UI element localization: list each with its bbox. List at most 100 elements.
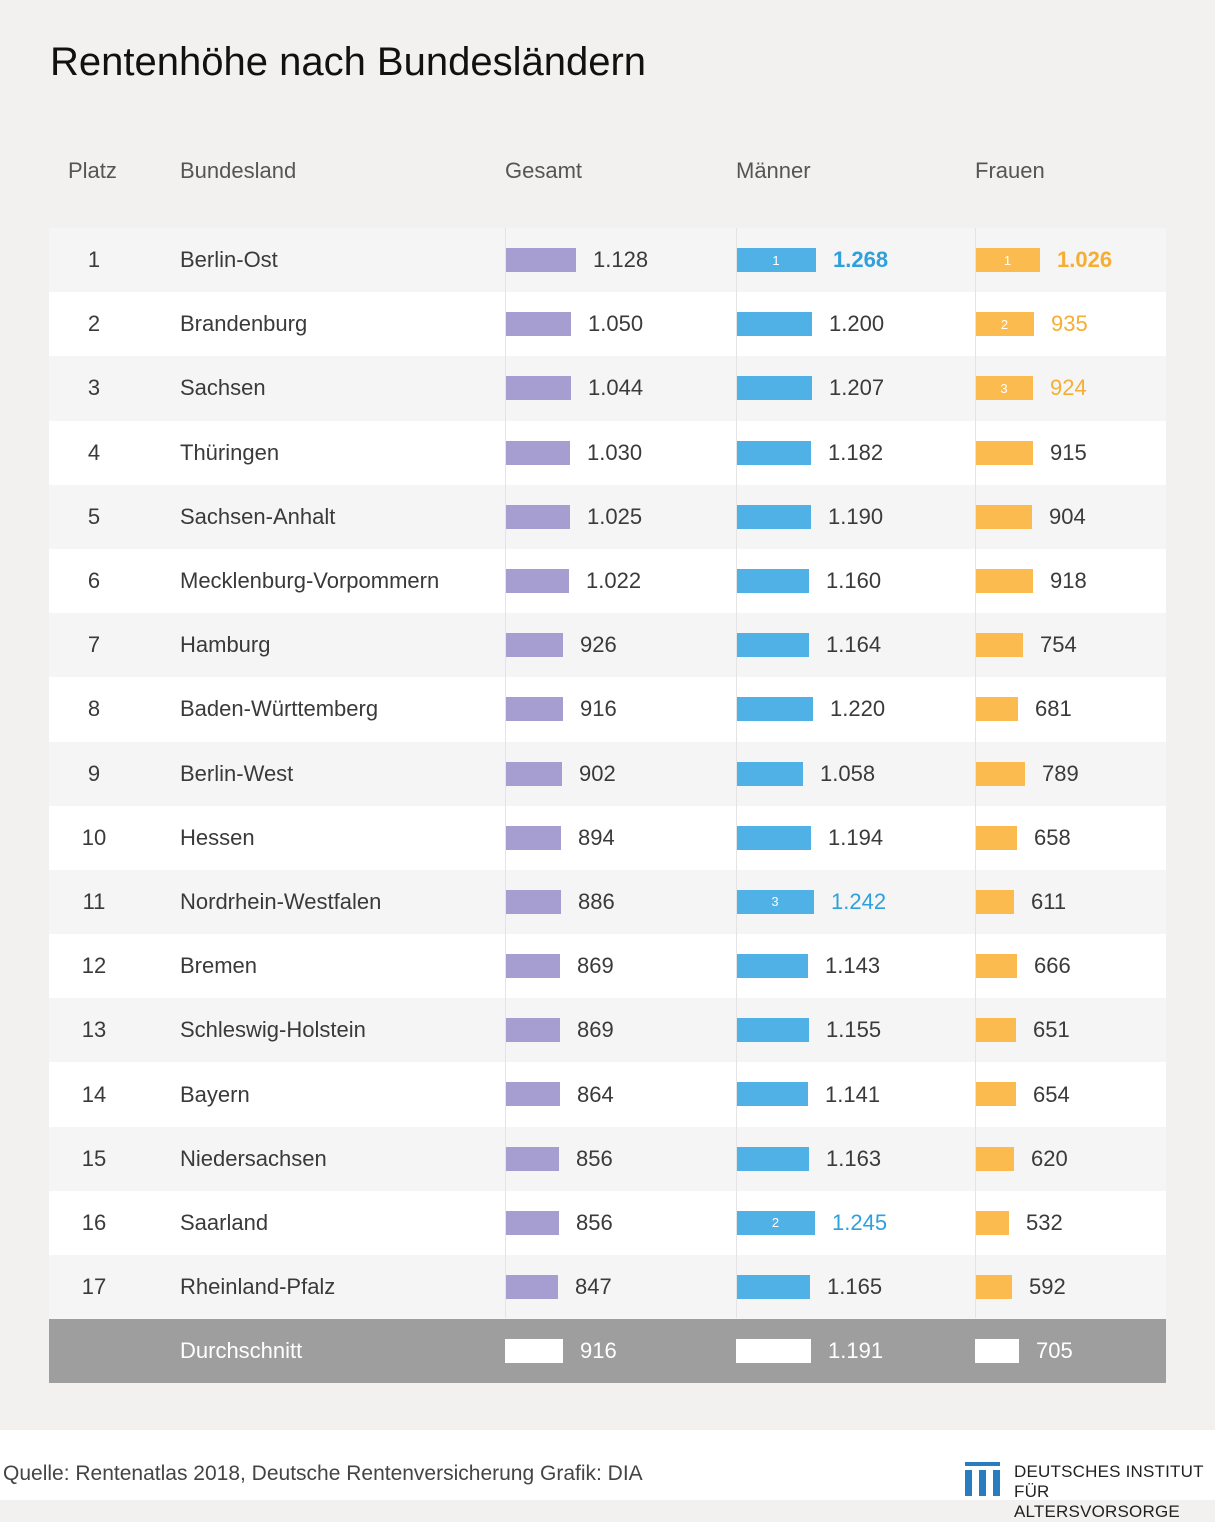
frauen-value: 1.026 <box>1057 247 1113 273</box>
maenner-bar <box>736 1018 809 1043</box>
maenner-value: 1.165 <box>827 1274 883 1300</box>
frauen-guide-line <box>975 228 976 1318</box>
maenner-top-rank-label: 3 <box>771 894 779 910</box>
rank-cell: 8 <box>87 696 101 722</box>
rank-cell: 9 <box>87 760 101 786</box>
average-label: Durchschnitt <box>180 1338 303 1364</box>
frauen-bar <box>975 440 1033 465</box>
gesamt-bar <box>505 954 560 979</box>
frauen-value: 924 <box>1050 375 1087 401</box>
frauen-value: 935 <box>1051 311 1088 337</box>
frauen-value: 904 <box>1049 503 1086 529</box>
frauen-bar <box>975 1210 1009 1235</box>
maenner-value: 1.163 <box>826 1145 882 1171</box>
table-row: 10 Hessen 894 1.194 658 <box>49 805 1166 870</box>
rank-cell: 12 <box>81 953 107 979</box>
table-row: 17 Rheinland-Pfalz 847 1.165 592 <box>49 1255 1166 1320</box>
maenner-bar <box>736 1146 809 1171</box>
frauen-value: 915 <box>1050 439 1087 465</box>
gesamt-guide-line <box>505 228 506 1318</box>
gesamt-bar <box>505 312 571 337</box>
gesamt-bar <box>505 633 563 658</box>
frauen-value: 681 <box>1035 696 1072 722</box>
gesamt-value: 916 <box>580 1338 617 1364</box>
gesamt-value: 1.050 <box>588 311 644 337</box>
maenner-bar <box>736 504 811 529</box>
maenner-value: 1.200 <box>829 311 885 337</box>
gesamt-value: 926 <box>580 632 617 658</box>
header-gesamt: Gesamt <box>505 158 583 183</box>
gesamt-bar <box>505 761 562 786</box>
maenner-top-rank-label: 1 <box>772 252 780 268</box>
rank-cell: 17 <box>81 1274 107 1300</box>
gesamt-value: 864 <box>577 1081 614 1107</box>
maenner-value: 1.164 <box>826 632 882 658</box>
maenner-bar <box>736 568 809 593</box>
frauen-bar <box>975 1146 1014 1171</box>
rank-cell: 6 <box>87 568 101 594</box>
frauen-bar <box>975 1082 1016 1107</box>
rank-cell: 10 <box>81 824 107 850</box>
gesamt-bar <box>505 1082 560 1107</box>
header-frauen: Frauen <box>975 158 1045 183</box>
maenner-value: 1.190 <box>828 503 884 529</box>
maenner-bar: 2 <box>736 1210 815 1235</box>
maenner-value: 1.160 <box>826 568 882 594</box>
state-cell: Berlin-West <box>180 760 294 786</box>
maenner-value: 1.155 <box>826 1017 882 1043</box>
state-cell: Hamburg <box>180 632 271 658</box>
frauen-value: 789 <box>1042 760 1079 786</box>
maenner-value: 1.191 <box>828 1338 884 1364</box>
frauen-value: 592 <box>1029 1274 1066 1300</box>
state-cell: Hessen <box>180 824 255 850</box>
maenner-bar <box>736 633 809 658</box>
frauen-value: 620 <box>1031 1145 1068 1171</box>
maenner-bar <box>736 825 811 850</box>
maenner-bar <box>736 312 812 337</box>
table-row: 12 Bremen 869 1.143 666 <box>49 934 1166 999</box>
rank-cell: 13 <box>81 1017 107 1043</box>
state-cell: Berlin-Ost <box>180 247 278 273</box>
rank-cell: 15 <box>81 1145 107 1171</box>
state-cell: Brandenburg <box>180 311 308 337</box>
table-row: 2 Brandenburg 1.050 1.200 2 935 <box>49 292 1166 357</box>
state-cell: Thüringen <box>180 439 280 465</box>
logo-line-1: DEUTSCHES INSTITUT <box>1014 1462 1204 1481</box>
rank-cell: 11 <box>82 888 106 914</box>
frauen-bar: 1 <box>975 248 1040 272</box>
maenner-value: 1.143 <box>825 953 881 979</box>
gesamt-bar <box>505 1146 559 1171</box>
frauen-top-rank-label: 2 <box>1000 316 1009 332</box>
table-row: 13 Schleswig-Holstein 869 1.155 651 <box>49 998 1166 1063</box>
frauen-bar <box>975 954 1017 979</box>
state-cell: Sachsen-Anhalt <box>180 503 336 529</box>
gesamt-value: 1.022 <box>586 568 642 594</box>
gesamt-bar <box>505 376 571 401</box>
rank-cell: 4 <box>87 439 101 465</box>
gesamt-value: 1.025 <box>587 503 643 529</box>
frauen-value: 651 <box>1033 1017 1070 1043</box>
state-cell: Schleswig-Holstein <box>180 1017 366 1043</box>
gesamt-value: 1.044 <box>588 375 644 401</box>
frauen-bar <box>975 761 1025 786</box>
gesamt-bar <box>505 1210 559 1235</box>
table-row: 1 Berlin-Ost 1.128 1 1.268 1 1.026 <box>49 228 1166 293</box>
state-cell: Saarland <box>180 1209 269 1235</box>
header-state: Bundesland <box>180 158 297 183</box>
table-row: 11 Nordrhein-Westfalen 886 3 1.242 611 <box>49 869 1166 935</box>
frauen-top-rank-label: 1 <box>1003 252 1012 268</box>
state-cell: Nordrhein-Westfalen <box>180 888 382 914</box>
table-row: 4 Thüringen 1.030 1.182 915 <box>49 420 1166 485</box>
rank-cell: 7 <box>87 632 101 658</box>
table-row: 14 Bayern 864 1.141 654 <box>49 1062 1166 1127</box>
state-cell: Bayern <box>180 1081 250 1107</box>
maenner-bar <box>736 440 811 465</box>
frauen-value: 658 <box>1034 824 1071 850</box>
maenner-value: 1.207 <box>829 375 885 401</box>
frauen-bar <box>975 825 1017 850</box>
frauen-bar <box>975 568 1033 593</box>
frauen-value: 754 <box>1040 632 1077 658</box>
frauen-bar <box>975 633 1023 658</box>
maenner-bar <box>736 697 813 722</box>
frauen-value: 532 <box>1026 1209 1063 1235</box>
